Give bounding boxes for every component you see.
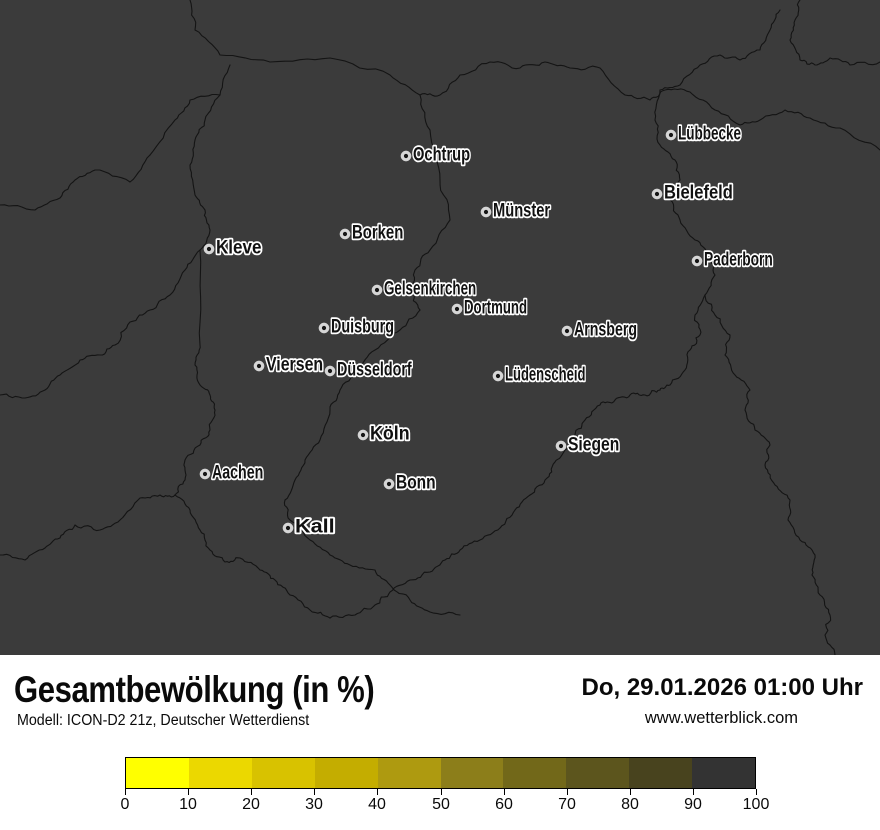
svg-text:Paderborn: Paderborn <box>704 249 773 271</box>
svg-text:Köln: Köln <box>370 423 410 445</box>
svg-text:Dortmund: Dortmund <box>464 297 527 319</box>
svg-text:Bonn: Bonn <box>396 472 436 494</box>
svg-text:Gelsenkirchen: Gelsenkirchen <box>384 278 476 300</box>
svg-text:Siegen: Siegen <box>568 434 619 456</box>
svg-text:Borken: Borken <box>352 222 403 244</box>
svg-text:Bielefeld: Bielefeld <box>664 182 733 204</box>
svg-text:Duisburg: Duisburg <box>331 316 394 338</box>
svg-text:Düsseldorf: Düsseldorf <box>337 359 412 381</box>
svg-text:Viersen: Viersen <box>266 354 323 376</box>
svg-text:Münster: Münster <box>493 200 550 222</box>
svg-text:Arnsberg: Arnsberg <box>574 319 637 341</box>
svg-text:Lüdenscheid: Lüdenscheid <box>505 364 586 386</box>
svg-text:Kall: Kall <box>295 516 335 538</box>
svg-text:Aachen: Aachen <box>212 462 263 484</box>
svg-text:Ochtrup: Ochtrup <box>413 144 470 166</box>
svg-text:Lübbecke: Lübbecke <box>678 123 741 145</box>
svg-text:Kleve: Kleve <box>216 237 262 259</box>
